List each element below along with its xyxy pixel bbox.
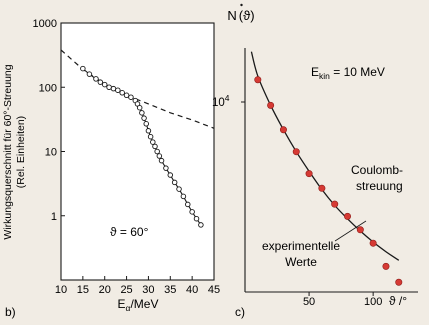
- chart-b-data-point: [143, 121, 149, 127]
- chart-c-panel-label: c): [235, 305, 245, 319]
- chart-c-data-point: [254, 76, 262, 84]
- chart-b-data-point: [176, 186, 182, 192]
- chart-b-y-tick-label: 100: [39, 82, 57, 94]
- chart-b-data-point: [193, 215, 200, 222]
- chart-b-x-tick-label: 35: [164, 284, 176, 296]
- chart-b-data-point: [145, 128, 152, 134]
- chart-b-data-point: [163, 165, 169, 171]
- chart-b-panel-label: b): [5, 305, 16, 319]
- chart-b-data-point: [189, 209, 195, 215]
- chart-c-data-point: [344, 212, 352, 220]
- chart-b-plot-frame: [60, 22, 215, 281]
- chart-c-curve-label-line1: Coulomb-: [351, 163, 403, 177]
- chart-b-data-point: [152, 143, 158, 150]
- chart-c-data-point: [369, 239, 377, 247]
- chart-c-data-point: [292, 148, 300, 156]
- chart-b-data-point: [158, 157, 165, 164]
- chart-b-annotation: ϑ = 60°: [110, 225, 149, 239]
- chart-c-data-point: [267, 101, 275, 109]
- chart-b-data-point: [156, 153, 163, 159]
- chart-b-ylabel-line1: Wirkungsquerschnitt für 60°-Streuung: [2, 64, 14, 239]
- chart-b-data-point: [171, 179, 178, 186]
- chart-c-ylabel-dot: [240, 3, 243, 7]
- chart-b-x-tick-label: 30: [142, 284, 154, 296]
- chart-c-data-point: [305, 170, 313, 178]
- chart-c-curve-label-line2: streuung: [356, 179, 403, 193]
- chart-b-x-tick-label: 10: [55, 284, 67, 296]
- chart-b-data-point: [147, 133, 154, 140]
- chart-c-data-point: [279, 126, 287, 134]
- chart-b-data-point: [128, 94, 134, 100]
- chart-c-data-point: [395, 278, 403, 286]
- chart-b-data-point: [150, 139, 156, 145]
- chart-c-x-tick-label: 100: [364, 296, 382, 308]
- chart-b: 10 15 20 25 30 35 40 45 1000 100 10 1 ϑ = 60° Wirku…: [2, 18, 220, 319]
- chart-c-xlabel: ϑ /°: [389, 294, 407, 308]
- chart-b-data-point: [198, 222, 204, 228]
- chart-c-coulomb-curve: [250, 51, 400, 261]
- chart-b-x-tick-label: 40: [186, 284, 198, 296]
- chart-b-y-tick-label: 1: [51, 211, 57, 223]
- chart-b-data-point: [80, 65, 86, 72]
- chart-c-points-label-line2: Werte: [285, 255, 317, 269]
- chart-b-data-point: [136, 104, 143, 111]
- chart-b-data-point: [97, 79, 104, 85]
- chart-c-data-point: [356, 226, 364, 234]
- chart-b-xlabel: Eα/MeV: [118, 297, 159, 313]
- chart-b-data-point: [110, 85, 117, 92]
- chart-b-y-tick-label: 1000: [33, 18, 57, 30]
- chart-b-data-point: [185, 201, 191, 208]
- chart-b-x-tick-label: 45: [208, 284, 220, 296]
- chart-c-data-point: [318, 184, 326, 192]
- chart-b-data-point: [101, 81, 108, 88]
- chart-c: 50 100 N (ϑ) 104 Ekin = 10 MeV Coulomb- st…: [212, 3, 418, 319]
- chart-b-data-point: [141, 115, 147, 121]
- chart-c-data-point: [382, 262, 390, 270]
- chart-b-data-point: [154, 148, 160, 155]
- chart-c-points-label-line1: experimentelle: [262, 239, 340, 253]
- chart-b-data-point: [106, 84, 112, 90]
- chart-b-data-point: [93, 76, 99, 82]
- chart-b-data-point: [86, 71, 93, 77]
- chart-b-y-tick-label: 10: [45, 147, 57, 159]
- chart-c-ylabel: N (ϑ): [227, 8, 254, 23]
- chart-b-x-tick-label: 15: [77, 284, 89, 296]
- chart-b-data-point: [119, 90, 125, 96]
- chart-c-x-tick-label: 50: [303, 296, 315, 308]
- chart-b-data-point: [180, 193, 187, 200]
- chart-c-data-point: [331, 200, 339, 208]
- chart-b-data-point: [139, 110, 145, 116]
- chart-b-x-tick-label: 20: [99, 284, 111, 296]
- chart-b-data-point: [123, 92, 130, 99]
- chart-c-y-tick-label: 104: [212, 93, 230, 109]
- chart-b-ylabel-line2: (Rel. Einheiten): [15, 116, 27, 188]
- chart-c-points-label-leader: [334, 220, 367, 242]
- chart-b-data-point: [167, 172, 174, 178]
- chart-c-annotation: Ekin = 10 MeV: [311, 65, 385, 81]
- chart-b-x-tick-label: 25: [120, 284, 132, 296]
- chart-b-data-point: [115, 87, 121, 93]
